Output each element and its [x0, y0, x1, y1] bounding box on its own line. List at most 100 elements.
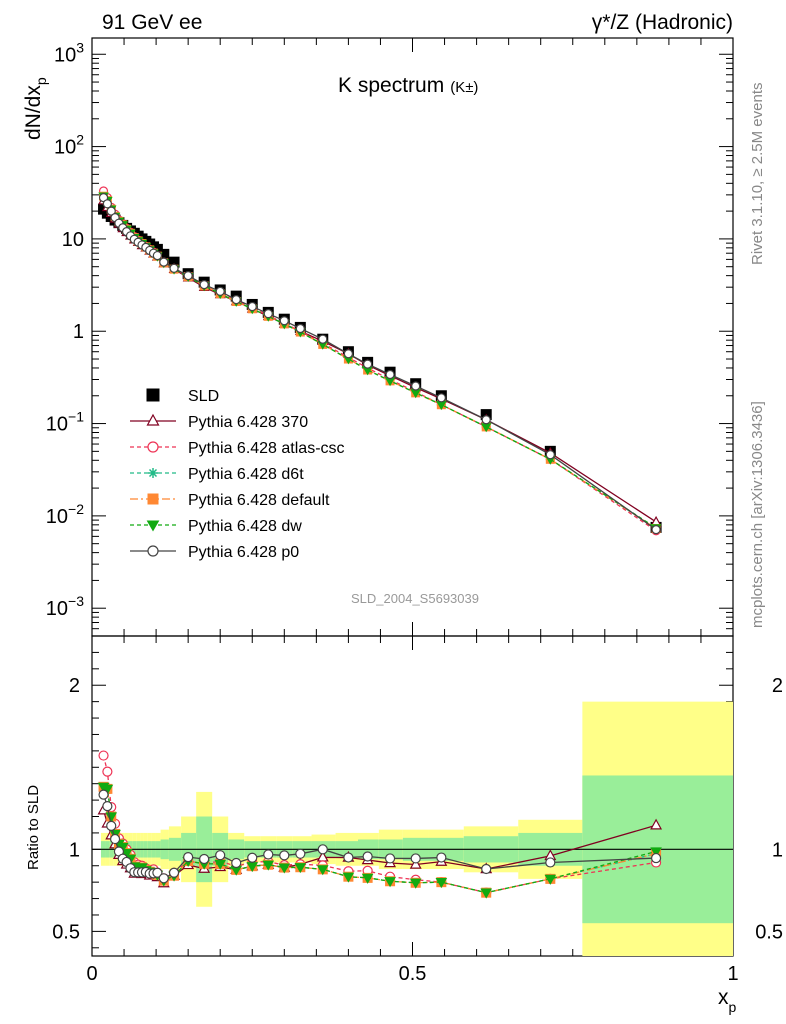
x-axis-label-sub: p [729, 999, 737, 1015]
ratio-point [544, 874, 557, 885]
ratio-point [384, 877, 396, 888]
ratio-point [158, 873, 169, 884]
ratio-tick-label-right: 2 [772, 675, 783, 697]
ratio-line [103, 786, 657, 894]
y-tick-label: 103 [54, 39, 84, 66]
ratio-point [361, 873, 374, 884]
chart-title-suffix: (K±) [450, 79, 478, 96]
ratio-point [545, 857, 556, 868]
series-line [102, 197, 657, 531]
ratio-point [214, 859, 227, 870]
y-tick-label: 10−2 [46, 501, 84, 528]
ratio-point [199, 853, 210, 865]
legend-marker [147, 493, 159, 505]
series-line [103, 195, 657, 529]
ratio-point [436, 852, 447, 863]
ratio-point [295, 848, 306, 859]
ratio-point [278, 863, 291, 874]
ratio-tick-label-right: 0.5 [755, 921, 783, 943]
data-point [545, 450, 555, 460]
legend-label: Pythia 6.428 p0 [188, 544, 299, 561]
analysis-watermark: SLD_2004_S5693039 [351, 591, 479, 606]
y-tick-label: 10 [62, 229, 84, 251]
chart-title-main: K spectrum [338, 74, 444, 97]
legend-marker [146, 520, 160, 532]
series-1 [98, 186, 661, 536]
ratio-point [279, 850, 290, 861]
legend-label: Pythia 6.428 dw [188, 518, 302, 535]
ratio-point [650, 852, 662, 864]
data-point [279, 316, 289, 326]
legend-entry: Pythia 6.428 d6t [130, 466, 304, 483]
data-point [152, 250, 162, 261]
ratio-point [102, 766, 113, 777]
ratio-point [109, 833, 121, 845]
header-left: 91 GeV ee [102, 11, 202, 34]
legend-label: Pythia 6.428 d6t [188, 466, 304, 483]
main-plot: 10−3 10−2 10−1 1 10 102 103 [46, 37, 734, 637]
ratio-point [343, 852, 354, 863]
legend-label: Pythia 6.428 370 [188, 414, 308, 431]
ratio-point [650, 847, 662, 858]
series-sld [98, 203, 662, 533]
mcplots-label: mcplots.cern.ch [arXiv:1306.3436] [749, 401, 766, 628]
data-point [385, 369, 395, 380]
ratio-point [317, 844, 328, 855]
y-axis-label-sub: p [33, 77, 49, 85]
ratio-point [435, 878, 448, 889]
series-2 [99, 192, 661, 533]
ratio-point [168, 867, 180, 878]
ratio-point [98, 789, 109, 800]
data-point [436, 393, 446, 403]
legend-label: Pythia 6.428 atlas-csc [188, 440, 345, 457]
y-axis-label: dN/dxp [22, 77, 49, 140]
ratio-point [262, 860, 275, 871]
data-point [295, 323, 305, 334]
legend-marker [146, 413, 160, 426]
legend-entry: Pythia 6.428 dw [130, 518, 302, 535]
legend-entry: Pythia 6.428 atlas-csc [130, 440, 345, 457]
ratio-point [247, 852, 258, 863]
ratio-point [362, 851, 373, 862]
ratio-point [409, 857, 422, 869]
rivet-label: Rivet 3.1.10, ≥ 2.5M events [749, 83, 766, 266]
y-tick-label: 10−3 [46, 593, 84, 620]
ratio-series-5 [98, 789, 662, 884]
ratio-point [650, 818, 663, 830]
legend-entry: Pythia 6.428 p0 [130, 544, 299, 561]
data-point [651, 525, 661, 535]
svg-text:dN/dxp: dN/dxp [22, 77, 49, 140]
data-point [231, 295, 241, 305]
data-point [247, 301, 257, 312]
series-3 [99, 191, 661, 534]
legend-entry: SLD [146, 388, 219, 405]
ratio-point [410, 853, 421, 864]
ratio-point [384, 853, 396, 864]
data-point [215, 286, 225, 297]
ratio-point [152, 867, 163, 878]
data-point [650, 515, 662, 526]
legend-label: Pythia 6.428 default [188, 492, 330, 509]
ratio-tick-label: 2 [69, 675, 80, 697]
x-tick-label: 0.5 [399, 963, 427, 985]
ratio-point [481, 863, 492, 875]
data-point [343, 349, 353, 359]
ratio-point [102, 801, 113, 812]
data-point [199, 279, 209, 290]
y-tick-label: 10−1 [46, 409, 84, 436]
ratio-tick-label: 1 [69, 839, 80, 861]
ratio-point [231, 857, 242, 869]
ratio-point [480, 888, 493, 899]
series-line [103, 195, 657, 530]
ratio-tick-label-right: 1 [772, 839, 783, 861]
y-tick-label: 1 [73, 321, 84, 343]
ratio-point [183, 852, 194, 863]
header-right: γ*/Z (Hadronic) [592, 11, 733, 34]
data-point [411, 381, 421, 391]
x-tick-label: 0 [86, 963, 97, 985]
legend-marker [146, 388, 160, 402]
y-axis-label-main: dN/dx [22, 85, 45, 140]
ratio-plot: 0 0.5 1 0.5 0.5 1 1 2 2 [52, 635, 783, 985]
legend-entry: Pythia 6.428 default [130, 492, 330, 509]
